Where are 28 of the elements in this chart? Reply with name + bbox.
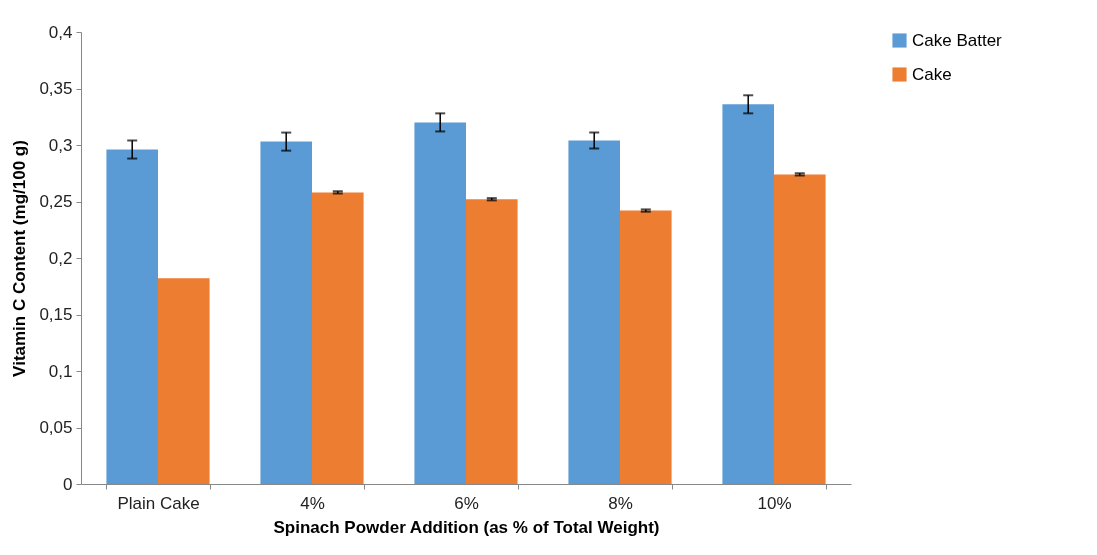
legend-label: Cake Batter [912,30,1003,50]
bar [722,104,774,484]
y-tick-label: 0,3 [48,135,73,155]
y-axis-title: Vitamin C Content (mg/100 g) [10,140,30,377]
bar [312,192,364,484]
bar [568,140,620,484]
bar [106,149,158,484]
y-tick-label: 0,05 [39,418,73,437]
bar [620,210,672,484]
x-tick-label: 8% [608,493,633,513]
legend-label: Cake [912,64,952,84]
x-tick-label: Plain Cake [117,493,200,513]
bar [260,141,312,484]
x-axis-title: Spinach Powder Addition (as % of Total Weight) [273,517,660,537]
y-tick-label: 0,4 [48,22,73,42]
y-tick-label: 0,1 [48,361,73,381]
x-tick-label: 10% [757,493,792,513]
y-tick-label: 0,15 [39,305,73,324]
x-tick-label: 6% [454,493,479,513]
bar [158,278,210,484]
bar [414,122,466,484]
y-tick-label: 0,25 [39,192,73,211]
y-tick-label: 0 [63,474,73,494]
bar [774,174,826,484]
x-tick-label: 4% [300,493,325,513]
y-tick-label: 0,2 [48,248,73,268]
bar [466,199,518,484]
y-tick-label: 0,35 [39,79,73,98]
